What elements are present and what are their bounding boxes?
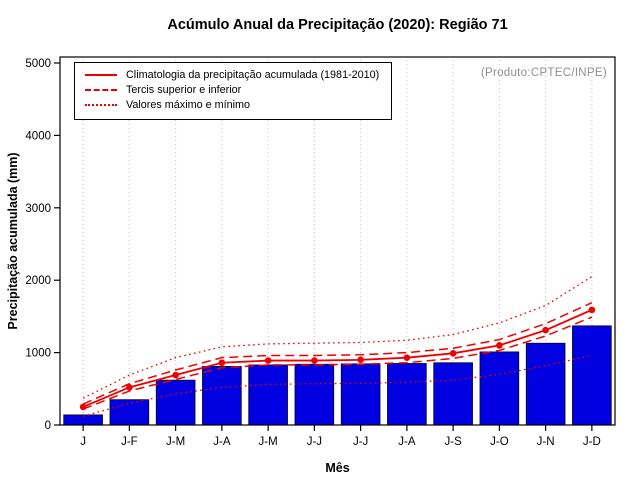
climatology-point — [357, 356, 364, 364]
x-tick-label: J-S — [445, 436, 463, 448]
y-tick-label: 1000 — [25, 348, 51, 360]
series-line-dotted — [82, 276, 593, 399]
climatology-point — [218, 359, 226, 367]
x-tick-label: J-F — [121, 436, 138, 448]
climatology-point — [311, 357, 318, 364]
series-line-dashed — [82, 316, 593, 410]
y-tick-label: 2000 — [25, 275, 51, 287]
legend-box: Climatologia da precipitação acumulada (… — [74, 62, 393, 120]
legend-item-maxmin: Valores máximo e mínimo — [85, 99, 379, 111]
series-line-solid — [82, 309, 593, 408]
precip-bar — [63, 414, 103, 426]
x-tick-label: J-M — [259, 436, 278, 448]
y-tick-label: 5000 — [25, 58, 51, 70]
precip-bar — [340, 363, 381, 426]
x-tick-label: J — [80, 436, 86, 448]
climatology-point — [79, 403, 87, 411]
x-tick-label: J-A — [398, 436, 416, 448]
legend-label-tercis: Tercis superior e inferior — [126, 84, 242, 96]
x-tick-label: J-J — [353, 436, 368, 448]
plot-box — [59, 56, 616, 426]
precip-bar — [248, 364, 288, 426]
x-tick-label: J-M — [166, 436, 185, 448]
climatology-point — [126, 384, 133, 391]
precip-bar — [433, 362, 473, 426]
precip-bar — [294, 363, 335, 426]
legend-label-climatologia: Climatologia da precipitação acumulada (… — [126, 69, 380, 81]
product-annotation: (Produto:CPTEC/INPE) — [480, 67, 607, 79]
y-tick-label: 3000 — [25, 203, 51, 215]
chart-title: Acúmulo Anual da Precipitação (2020): Re… — [167, 17, 508, 33]
y-tick-label: 4000 — [25, 130, 51, 142]
climatology-point — [542, 326, 549, 334]
climatology-point — [264, 357, 272, 364]
legend-line-dotted-icon — [85, 104, 117, 106]
x-axis-title: Mês — [325, 461, 350, 475]
climatology-point — [588, 306, 596, 314]
legend-line-solid-icon — [85, 74, 117, 76]
precip-bar — [387, 363, 427, 426]
climatology-point — [403, 354, 411, 361]
y-tick-label: 0 — [45, 420, 51, 432]
x-tick-label: J-A — [213, 436, 231, 448]
precip-bar — [572, 325, 612, 426]
precip-bar — [202, 366, 242, 426]
x-tick-label: J-D — [583, 436, 601, 448]
legend-label-maxmin: Valores máximo e mínimo — [126, 99, 251, 111]
x-tick-label: J-J — [307, 436, 322, 448]
series-line-dashed — [82, 301, 593, 405]
climatology-point — [172, 371, 179, 379]
precip-bar — [109, 399, 150, 426]
climatology-point — [496, 342, 503, 349]
precip-bar — [525, 342, 566, 426]
precip-bar — [155, 379, 196, 426]
legend-line-dashed-icon — [85, 89, 117, 91]
x-tick-label: J-O — [490, 436, 509, 448]
legend-item-climatologia: Climatologia da precipitação acumulada (… — [85, 69, 379, 81]
precip-bar — [479, 351, 520, 426]
y-axis-title: Precipitação acumulada (mm) — [6, 152, 20, 330]
legend-item-tercis: Tercis superior e inferior — [85, 84, 379, 96]
x-tick-label: J-N — [537, 436, 555, 448]
climatology-point — [449, 350, 457, 357]
